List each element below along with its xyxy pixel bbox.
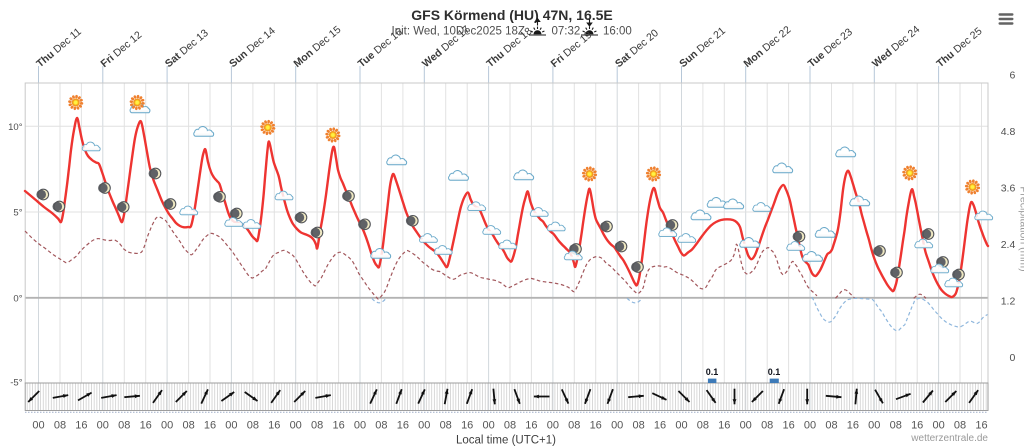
svg-text:16:00: 16:00 [603,26,632,38]
svg-text:00: 00 [354,420,366,432]
svg-text:08: 08 [440,420,452,432]
svg-text:00: 00 [740,420,752,432]
svg-text:16: 16 [525,420,537,432]
svg-text:16: 16 [140,420,152,432]
svg-text:Init: Wed, 10Dec2025 18Z: Init: Wed, 10Dec2025 18Z [392,26,525,38]
svg-text:4.8: 4.8 [1001,126,1016,138]
svg-text:08: 08 [182,420,194,432]
svg-text:00: 00 [868,420,880,432]
svg-text:00: 00 [675,420,687,432]
svg-text:00: 00 [161,420,173,432]
svg-text:0.1: 0.1 [706,367,719,377]
svg-text:16: 16 [461,420,473,432]
svg-text:08: 08 [504,420,516,432]
svg-text:07:32: 07:32 [552,26,581,38]
svg-text:08: 08 [118,420,130,432]
svg-text:16: 16 [268,420,280,432]
svg-text:00: 00 [418,420,430,432]
svg-text:08: 08 [954,420,966,432]
svg-text:00: 00 [932,420,944,432]
svg-text:Local time (UTC+1): Local time (UTC+1) [456,435,556,446]
svg-text:Precipitation (mm): Precipitation (mm) [1018,186,1024,271]
svg-text:08: 08 [825,420,837,432]
svg-text:6: 6 [1009,70,1015,82]
svg-text:16: 16 [204,420,216,432]
svg-text:08: 08 [890,420,902,432]
svg-text:00: 00 [804,420,816,432]
svg-text:16: 16 [782,420,794,432]
svg-text:08: 08 [375,420,387,432]
svg-text:00: 00 [32,420,44,432]
svg-text:16: 16 [332,420,344,432]
svg-text:GFS Körmend (HU) 47N, 16.5E: GFS Körmend (HU) 47N, 16.5E [411,7,613,23]
svg-text:16: 16 [397,420,409,432]
svg-text:00: 00 [97,420,109,432]
svg-text:00: 00 [290,420,302,432]
svg-text:16: 16 [718,420,730,432]
svg-text:1.2: 1.2 [1001,296,1016,308]
svg-text:00: 00 [482,420,494,432]
svg-text:-5°: -5° [10,377,22,388]
svg-text:08: 08 [311,420,323,432]
svg-text:16: 16 [75,420,87,432]
svg-text:16: 16 [590,420,602,432]
svg-text:08: 08 [632,420,644,432]
svg-text:3.6: 3.6 [1001,183,1016,195]
svg-text:08: 08 [568,420,580,432]
svg-text:16: 16 [654,420,666,432]
svg-text:0.1: 0.1 [768,367,781,377]
svg-text:wetterzentrale.de: wetterzentrale.de [910,433,988,444]
svg-text:16: 16 [847,420,859,432]
svg-text:16: 16 [911,420,923,432]
svg-text:08: 08 [697,420,709,432]
svg-text:16: 16 [975,420,987,432]
svg-text:00: 00 [225,420,237,432]
svg-text:08: 08 [247,420,259,432]
svg-text:00: 00 [547,420,559,432]
svg-text:5°: 5° [13,208,22,219]
svg-text:00: 00 [611,420,623,432]
svg-text:2.4: 2.4 [1001,239,1016,251]
svg-text:08: 08 [54,420,66,432]
svg-text:10°: 10° [8,122,23,133]
svg-text:08: 08 [761,420,773,432]
svg-text:0°: 0° [13,293,22,304]
svg-text:0: 0 [1009,352,1015,364]
